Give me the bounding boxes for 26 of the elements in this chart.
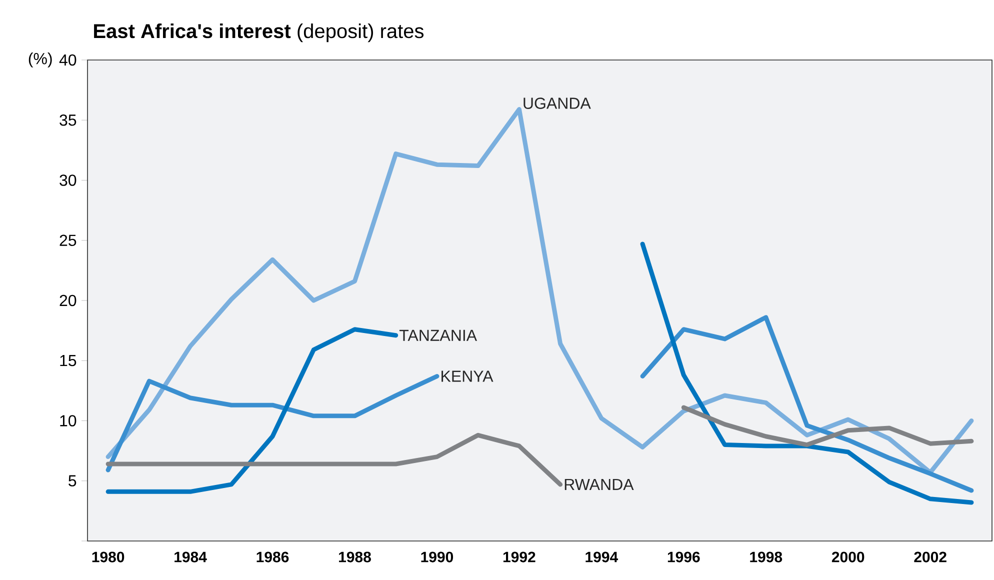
series-label: UGANDA bbox=[524, 98, 591, 109]
x-tick-label: 1992 bbox=[503, 552, 536, 562]
y-tick-label: 30 bbox=[60, 174, 76, 186]
y-tick-label: 35 bbox=[60, 114, 76, 126]
x-tick-label: 1984 bbox=[174, 552, 207, 562]
x-tick-label: 1994 bbox=[586, 552, 618, 562]
series-label: KENYA bbox=[442, 370, 494, 382]
y-tick-label: 20 bbox=[60, 294, 76, 306]
chart-title: East Africa's interest (deposit) rates bbox=[94, 23, 424, 42]
x-tick-label: 2000 bbox=[832, 552, 864, 562]
x-tick-label: 1988 bbox=[339, 552, 371, 562]
x-tick-label: 2002 bbox=[914, 552, 946, 562]
line-series bbox=[106, 107, 974, 475]
y-axis-title: (%) bbox=[28, 52, 52, 68]
y-tick-label: 5 bbox=[68, 475, 76, 486]
y-tick-label: 25 bbox=[60, 234, 76, 246]
y-tick-label: 40 bbox=[59, 54, 76, 66]
y-tick-label: 15 bbox=[60, 355, 76, 366]
x-tick-label: 1996 bbox=[668, 552, 700, 562]
series-label: RWANDA bbox=[564, 478, 634, 490]
x-tick-label: 1986 bbox=[256, 552, 289, 562]
x-tick-label: 1980 bbox=[92, 552, 124, 562]
series-label: TANZANIA bbox=[399, 330, 478, 341]
x-tick-label: 1998 bbox=[750, 552, 782, 562]
y-tick-label: 10 bbox=[60, 415, 76, 426]
x-tick-label: 1990 bbox=[421, 552, 454, 562]
